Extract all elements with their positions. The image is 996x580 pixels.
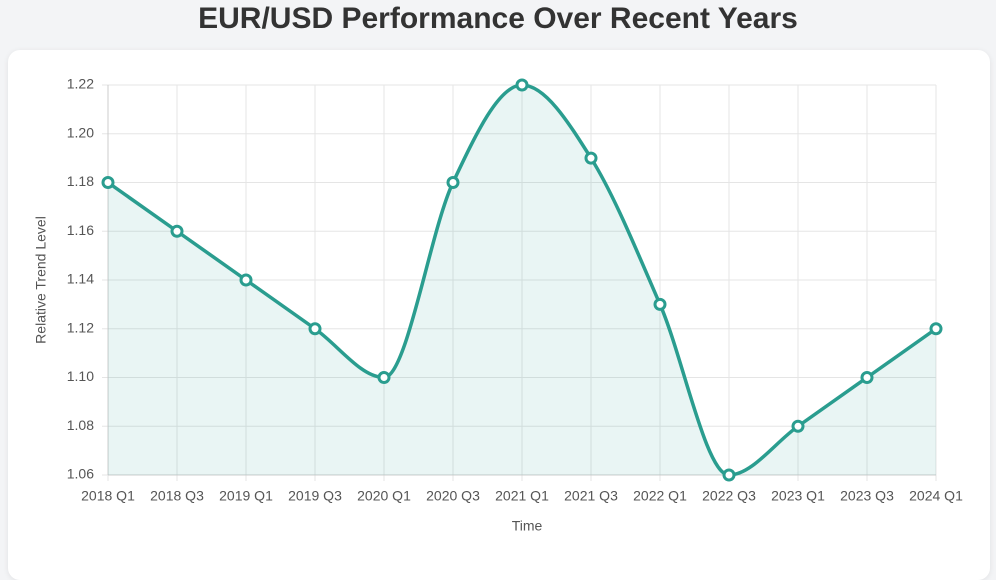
y-tick-label: 1.22 [67, 76, 94, 92]
y-tick-label: 1.14 [67, 271, 94, 287]
point [791, 419, 805, 433]
point [446, 176, 460, 189]
x-tick-label: 2022 Q3 [702, 488, 756, 504]
x-tick-label: 2018 Q3 [150, 488, 204, 504]
x-tick-label: 2019 Q3 [288, 488, 342, 504]
point [860, 371, 874, 384]
chart: Time Relative Trend Level 1.06 1.08 1.10 1.… [33, 76, 963, 534]
point [584, 151, 598, 165]
point [377, 371, 391, 384]
x-tick-label: 2021 Q1 [495, 488, 549, 504]
y-tick-label: 1.10 [67, 368, 94, 384]
area [108, 85, 936, 475]
x-axis-label: Time [512, 518, 543, 534]
y-tick-label: 1.20 [67, 124, 94, 140]
x-tick-label: 2022 Q1 [633, 488, 687, 504]
x-tick-label: 2018 Q1 [81, 488, 135, 504]
point [722, 468, 736, 482]
point [170, 224, 184, 238]
y-tick-label: 1.12 [67, 319, 94, 335]
point [515, 78, 529, 92]
y-axis-label: Relative Trend Level [33, 216, 49, 344]
x-tick-label: 2023 Q1 [771, 488, 825, 504]
y-tick-label: 1.16 [67, 222, 94, 238]
y-tick-label: 1.06 [67, 466, 94, 482]
x-tick-label: 2021 Q3 [564, 488, 618, 504]
x-tick-label: 2019 Q1 [219, 488, 273, 504]
y-tick-label: 1.18 [67, 173, 94, 189]
page: {"chart_data": {"type": "line", "title":… [8, 2, 990, 580]
x-tick-label: 2020 Q1 [357, 488, 411, 504]
x-tick-label: 2020 Q3 [426, 488, 480, 504]
point [929, 322, 943, 336]
x-tick-label: 2023 Q3 [840, 488, 894, 504]
chart-title: EUR/USD Performance Over Recent Years [198, 2, 798, 35]
point [101, 176, 115, 189]
point [653, 297, 667, 311]
chart-card [8, 50, 990, 580]
point [308, 322, 322, 336]
point [239, 273, 253, 287]
x-tick-label: 2024 Q1 [909, 488, 963, 504]
y-tick-label: 1.08 [67, 417, 94, 433]
